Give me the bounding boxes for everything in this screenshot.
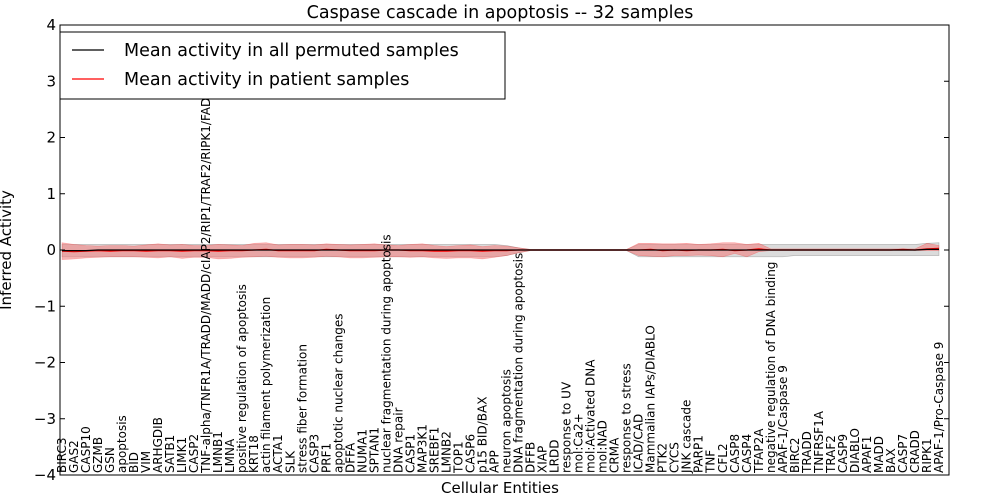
x-tick-label: DFFB [524, 442, 538, 473]
x-tick-label: actin filament polymerization [259, 297, 273, 473]
x-tick-label: DFFA [343, 442, 357, 473]
y-tick-label: 0 [46, 241, 56, 259]
x-tick-label: nuclear fragmentation during apoptosis [379, 234, 393, 473]
line-permuted [62, 248, 939, 252]
y-tick-label: −2 [34, 354, 56, 372]
x-tick-label: CASP4 [740, 434, 754, 473]
x-tick-label: LMNB2 [439, 431, 453, 473]
x-tick-label: NUMA1 [355, 429, 369, 473]
x-tick-label: KRT18 [247, 435, 261, 473]
x-tick-label: mol:Activated DNA [584, 359, 598, 473]
x-tick-label: CASP9 [836, 434, 850, 473]
x-tick-label: DIABLO [848, 428, 862, 473]
x-tick-label: LMNA [223, 438, 237, 473]
x-tick-label: MAP3K1 [415, 424, 429, 473]
legend-label-permuted: Mean activity in all permuted samples [124, 41, 459, 61]
x-tick-label: LMNB1 [211, 431, 225, 473]
x-tick-label: stress fiber formation [295, 344, 309, 473]
x-tick-label: mol:Ca2+ [572, 413, 586, 473]
x-tick-label: JNK cascade [680, 400, 694, 474]
x-tick-label: TOP1 [452, 441, 466, 474]
x-tick-label: CASP2 [187, 434, 201, 473]
x-tick-label: SATB1 [163, 435, 177, 473]
x-tick-label: CASP1 [403, 434, 417, 473]
x-tick-label: Mammalian IAPs/DIABLO [644, 325, 658, 473]
y-tick-label: 4 [46, 16, 56, 34]
x-tick-label: DNA fragmentation during apoptosis [512, 253, 526, 473]
x-tick-labels: BIRC3GAS2CASP10GZMBGSNapoptosisBIDVIMARH… [55, 89, 946, 474]
x-tick-label: BIRC2 [788, 437, 802, 473]
x-tick-label: neuron apoptosis [500, 369, 514, 473]
x-tick-label: APAF1 [860, 436, 874, 473]
x-axis-label: Cellular Entities [441, 479, 559, 497]
x-tick-label: response to stress [620, 363, 634, 473]
x-tick-label: p15 BID/BAX [476, 397, 490, 473]
x-tick-label: TNF [704, 450, 718, 474]
y-tick-label: 2 [46, 129, 56, 147]
x-tick-label: CRMA [608, 437, 622, 473]
x-tick-label: TRAF2 [824, 435, 838, 474]
x-tick-label: CYCS [668, 442, 682, 473]
y-axis: −4 −3 −2 −1 0 1 2 3 4 [34, 16, 949, 484]
y-tick-label: −3 [34, 410, 56, 428]
x-tick-label: PRF1 [319, 443, 333, 473]
x-tick-label: ACTA1 [271, 434, 285, 473]
x-tick-label: LIMK1 [175, 437, 189, 473]
x-tick-label: SREBF1 [427, 427, 441, 473]
y-axis-label: Inferred Activity [0, 190, 15, 310]
x-tick-label: response to UV [560, 381, 574, 473]
x-tick-label: XIAP [536, 446, 550, 473]
x-tick-label: CASP7 [896, 434, 910, 473]
x-tick-label: ARHGDIB [151, 417, 165, 473]
x-tick-label: BID [127, 452, 141, 473]
series-lines [61, 247, 940, 253]
x-tick-label: TNFRSF1A [812, 410, 826, 474]
x-tick-label: negative regulation of DNA binding [764, 262, 778, 473]
y-tick-label: 1 [46, 185, 56, 203]
x-tick-label: positive regulation of apoptosis [235, 284, 249, 473]
x-tick-label: apoptotic nuclear changes [331, 314, 345, 473]
x-tick-label: CRADD [908, 430, 922, 473]
x-tick-label: TNF-alpha/TNFR1A/TRADD/MADD/cIAP2/RIP1/T… [199, 89, 213, 474]
x-tick-label: PARP1 [692, 435, 706, 473]
x-tick-label: mol:NAD [596, 420, 610, 473]
x-tick-label: apoptosis [115, 415, 129, 473]
x-tick-label: MADD [872, 436, 886, 473]
chart-title: Caspase cascade in apoptosis -- 32 sampl… [307, 3, 694, 23]
x-tick-label: APAF-1/Caspase 9 [776, 365, 790, 473]
x-tick-label: CFL2 [716, 443, 730, 473]
x-tick-label: SLK [283, 450, 297, 473]
x-tick-label: ICAD/CAD [632, 414, 646, 473]
x-tick-label: CASP6 [464, 434, 478, 473]
x-tick-label: TFAP2A [752, 428, 766, 474]
x-tick-label: CASP8 [728, 434, 742, 473]
x-tick-label: TRADD [800, 431, 814, 474]
legend-box [59, 31, 506, 100]
x-tick-label: DNA repair [391, 407, 405, 473]
x-tick-label: VIM [139, 451, 153, 473]
x-tick-label: SPTAN1 [367, 427, 381, 473]
x-tick-label: GSN [103, 447, 117, 473]
x-tick-label: RIPK1 [920, 438, 934, 473]
x-tick-label: APAF-1/Pro-Caspase 9 [932, 342, 946, 473]
x-tick-label: GZMB [91, 437, 105, 473]
x-tick-label: BIRC3 [55, 437, 69, 473]
y-tick-label: −1 [34, 297, 56, 315]
x-tick-label: LRDD [548, 439, 562, 473]
x-tick-label: CASP10 [79, 426, 93, 473]
y-tick-label: −4 [34, 466, 56, 484]
x-tick-label: BAX [884, 448, 898, 473]
legend-label-patient: Mean activity in patient samples [124, 70, 409, 90]
legend: Mean activity in all permuted samples Me… [59, 31, 506, 100]
x-tick-label: APP [488, 450, 502, 473]
x-tick-label: PTK2 [656, 443, 670, 473]
x-tick-label: CASP3 [307, 434, 321, 473]
y-tick-label: 3 [46, 72, 56, 90]
x-tick-label: GAS2 [67, 440, 81, 473]
